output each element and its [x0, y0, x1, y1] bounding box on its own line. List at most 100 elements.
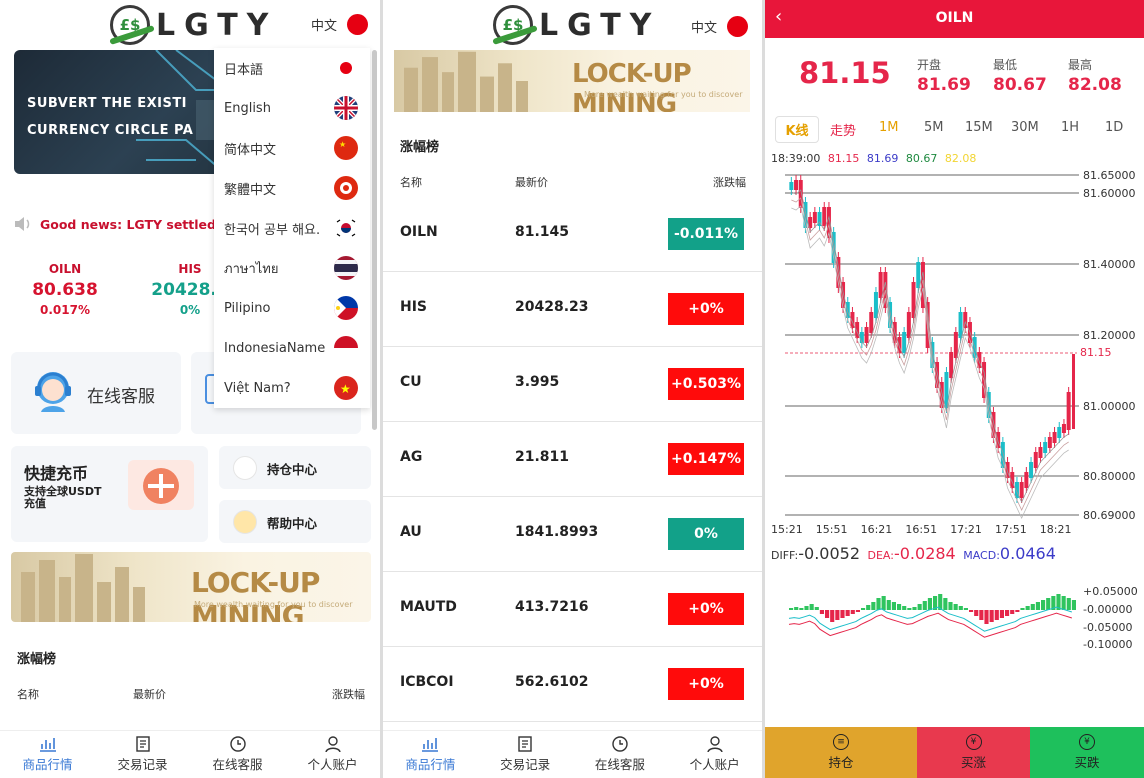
x-tick-label: 15:21	[771, 523, 803, 536]
macd-legend: DIFF:-0.0052 DEA:-0.0284 MACD:0.0464	[771, 544, 1056, 563]
scrollbar[interactable]	[372, 50, 377, 430]
candle	[808, 212, 813, 233]
candle	[831, 227, 836, 268]
lockup-mining-banner[interactable]: LOCK-UP MINING More wealth waiting for y…	[394, 50, 750, 112]
chart-icon	[422, 738, 439, 752]
th-flag-icon	[334, 256, 358, 280]
table-row[interactable]: MAUTD 413.7216 +0%	[383, 572, 762, 647]
timeframe-15m[interactable]: 15M	[965, 120, 993, 135]
table-row[interactable]: ICBCOI 562.6102 +0%	[383, 647, 762, 722]
positions-button[interactable]: ≡ 持仓	[765, 727, 917, 778]
macd-bar	[927, 598, 932, 610]
macd-bar	[994, 610, 999, 620]
row-name: OILN	[400, 224, 438, 240]
macd-bar	[969, 610, 974, 612]
language-label: 中文	[311, 19, 338, 34]
quick-topup-card[interactable]: 快捷充币 支持全球USDT充值	[11, 446, 208, 542]
stat-label: 开盘	[917, 58, 942, 72]
candlestick-chart[interactable]: 81.65000 81.60000 81.40000 81.20000 81.00000…	[765, 166, 1144, 546]
candle	[958, 307, 963, 343]
row-name: AU	[400, 524, 422, 540]
row-change-badge: +0.503%	[668, 368, 744, 400]
promo-banner[interactable]: SUBVERT THE EXISTI CURRENCY CIRCLE PA	[14, 50, 246, 174]
timeframe-30m[interactable]: 30M	[1011, 120, 1039, 135]
notice-bar[interactable]: Good news: LGTY settled in D	[14, 216, 248, 232]
position-center-button[interactable]: 持仓中心	[219, 446, 371, 489]
table-row[interactable]: OILN 81.145 -0.011%	[383, 197, 762, 272]
macd-bar	[989, 610, 994, 622]
language-option-cn[interactable]: 简体中文 ★	[214, 128, 370, 168]
language-option-label: Pilipino	[224, 300, 271, 316]
chart-icon	[39, 738, 56, 752]
macd-bar	[825, 610, 830, 618]
candle	[953, 327, 958, 363]
language-option-kr[interactable]: 한국어 공부 해요.	[214, 208, 370, 248]
city-buildings-graphic	[21, 554, 145, 622]
clock-icon	[229, 736, 246, 752]
table-row[interactable]: CU 3.995 +0.503%	[383, 347, 762, 422]
row-change-badge: 0%	[668, 518, 744, 550]
tab-kline[interactable]: K线	[775, 116, 819, 143]
ticker-price: 80.638	[32, 280, 98, 300]
macd-signal-line	[788, 606, 1073, 632]
language-option-id[interactable]: IndonesiaName	[214, 328, 370, 368]
banner-line-1: SUBVERT THE EXISTI	[27, 96, 188, 111]
language-option-th[interactable]: ภาษาไทย	[214, 248, 370, 288]
tab-account[interactable]: 个人账户	[285, 731, 380, 778]
language-option-jp[interactable]: 日本語	[214, 48, 370, 88]
svg-text:★: ★	[339, 140, 346, 149]
language-switcher[interactable]: 中文	[691, 16, 749, 37]
topup-title: 快捷充币	[24, 464, 89, 483]
timeframe-1m[interactable]: 1M	[879, 120, 899, 135]
online-service-card[interactable]: 在线客服	[11, 352, 181, 434]
macd-bar	[897, 604, 902, 610]
ticker-oiln[interactable]: OILN 80.638 0.017%	[20, 262, 110, 317]
help-center-button[interactable]: 帮助中心	[219, 500, 371, 543]
timeframe-1h[interactable]: 1H	[1061, 120, 1080, 135]
tab-market[interactable]: 商品行情	[0, 731, 95, 778]
candle	[869, 307, 874, 338]
table-row[interactable]: AU 1841.8993 0%	[383, 497, 762, 572]
buy-down-button[interactable]: ¥ 买跌	[1030, 727, 1144, 778]
candle	[794, 175, 799, 195]
table-row[interactable]: AG 21.811 +0.147%	[383, 422, 762, 497]
macd-bar	[830, 610, 835, 622]
ticker-his[interactable]: HIS 20428.3 0%	[140, 262, 240, 317]
action-label: 持仓	[828, 755, 854, 770]
table-row[interactable]: HIS 20428.23 +0%	[383, 272, 762, 347]
lockup-mining-banner[interactable]: LOCK-UP MINING More wealth waiting for y…	[11, 552, 371, 622]
language-option-ph[interactable]: Pilipino	[214, 288, 370, 328]
timeframe-1d[interactable]: 1D	[1105, 120, 1124, 135]
online-service-label: 在线客服	[87, 387, 155, 407]
language-option-label: ภาษาไทย	[224, 261, 279, 277]
row-price: 1841.8993	[515, 524, 599, 540]
current-price: 81.15	[799, 56, 891, 90]
tab-account[interactable]: 个人账户	[667, 731, 762, 778]
candle	[1014, 477, 1019, 503]
tab-records[interactable]: 交易记录	[95, 731, 190, 778]
language-option-vn[interactable]: Việt Nam? ★	[214, 368, 370, 408]
banner-line-2: CURRENCY CIRCLE PA	[27, 123, 194, 138]
language-option-hk[interactable]: 繁體中文	[214, 168, 370, 208]
language-option-gb[interactable]: English	[214, 88, 370, 128]
macd-bar	[1020, 608, 1025, 610]
tab-market[interactable]: 商品行情	[383, 731, 478, 778]
macd-bar	[881, 596, 886, 610]
cn-flag-icon: ★	[334, 136, 358, 160]
tab-label: 在线客服	[594, 757, 645, 772]
macd-bar	[855, 610, 860, 612]
back-arrow-icon[interactable]: ‹	[775, 6, 783, 27]
china-flag-icon	[727, 16, 749, 37]
timeframe-5m[interactable]: 5M	[924, 120, 944, 135]
candle	[1019, 477, 1024, 503]
buy-up-button[interactable]: ¥ 买涨	[917, 727, 1030, 778]
tab-trend[interactable]: 走势	[829, 124, 856, 139]
tab-service[interactable]: 在线客服	[190, 731, 285, 778]
language-option-label: IndonesiaName	[224, 340, 326, 356]
language-switcher[interactable]: 中文	[311, 14, 369, 35]
tab-records[interactable]: 交易记录	[478, 731, 573, 778]
macd-bar	[1015, 610, 1020, 612]
col-name-header: 名称	[17, 688, 39, 701]
tab-service[interactable]: 在线客服	[573, 731, 668, 778]
row-name: AG	[400, 449, 423, 465]
